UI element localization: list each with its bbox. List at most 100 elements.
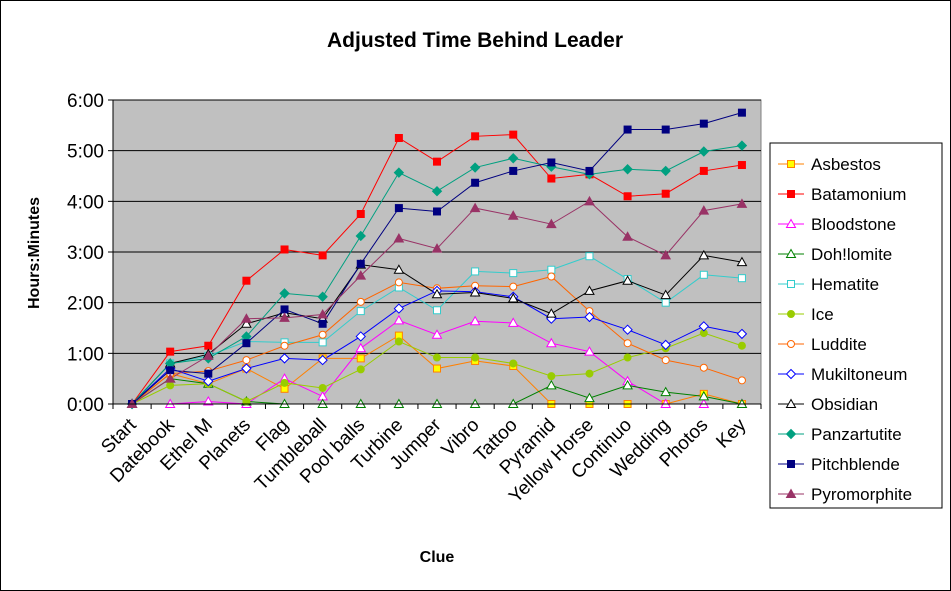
data-point bbox=[394, 337, 403, 346]
data-point bbox=[737, 376, 746, 385]
data-point bbox=[469, 202, 481, 213]
legend-marker bbox=[787, 190, 795, 198]
data-point bbox=[242, 339, 251, 348]
data-point bbox=[584, 346, 595, 356]
data-point bbox=[736, 198, 748, 208]
data-point bbox=[279, 312, 290, 322]
legend-label: Batamonium bbox=[811, 185, 906, 204]
data-point bbox=[469, 287, 481, 297]
data-point bbox=[623, 125, 632, 134]
data-point bbox=[660, 386, 672, 397]
legend-label: Obsidian bbox=[811, 395, 878, 414]
data-point bbox=[318, 251, 327, 260]
legend-marker bbox=[785, 398, 797, 408]
data-point bbox=[545, 308, 557, 318]
data-point bbox=[471, 267, 480, 276]
data-point bbox=[508, 153, 519, 164]
data-point bbox=[509, 359, 518, 368]
data-point bbox=[736, 256, 748, 267]
data-point bbox=[547, 272, 556, 281]
data-point bbox=[584, 392, 595, 403]
data-point bbox=[737, 341, 746, 350]
data-point bbox=[471, 178, 480, 187]
data-point bbox=[545, 218, 557, 229]
legend-marker bbox=[785, 428, 797, 440]
data-point bbox=[393, 303, 405, 314]
legend-marker bbox=[785, 368, 797, 380]
data-point bbox=[166, 366, 175, 375]
data-point bbox=[280, 341, 289, 350]
data-point bbox=[242, 276, 251, 285]
data-point bbox=[280, 305, 289, 314]
data-point bbox=[433, 364, 441, 373]
legend-item: Mukiltoneum bbox=[778, 365, 907, 384]
data-point bbox=[545, 379, 557, 390]
legend-label: Doh!lomite bbox=[811, 245, 892, 264]
data-point bbox=[433, 353, 441, 362]
data-point bbox=[317, 308, 329, 319]
data-point bbox=[507, 210, 519, 220]
data-point bbox=[318, 319, 327, 328]
legend-item: Panzartutite bbox=[778, 425, 902, 444]
data-point bbox=[737, 161, 746, 170]
data-point bbox=[699, 119, 708, 128]
data-point bbox=[547, 265, 556, 274]
data-point bbox=[507, 317, 519, 327]
data-point bbox=[737, 274, 746, 283]
legend-label: Panzartutite bbox=[811, 425, 902, 444]
y-tick-label: 3:00 bbox=[67, 243, 104, 264]
data-point bbox=[394, 278, 403, 287]
data-point bbox=[203, 375, 214, 387]
data-point bbox=[545, 337, 557, 348]
legend-item: Ice bbox=[778, 305, 834, 324]
legend-item: Obsidian bbox=[778, 395, 878, 414]
data-point bbox=[393, 167, 405, 178]
data-point bbox=[507, 292, 519, 303]
data-point bbox=[318, 383, 327, 392]
data-point bbox=[736, 328, 748, 340]
data-point bbox=[356, 210, 365, 218]
data-point bbox=[623, 339, 632, 348]
data-point bbox=[509, 130, 518, 139]
data-point bbox=[584, 285, 595, 295]
data-point bbox=[584, 311, 595, 323]
data-point bbox=[355, 270, 367, 280]
data-point bbox=[317, 291, 328, 302]
legend-item: Pitchblende bbox=[778, 455, 900, 474]
data-point bbox=[661, 189, 670, 198]
data-point bbox=[622, 231, 633, 241]
legend-item: Hematite bbox=[778, 275, 879, 294]
data-point bbox=[660, 289, 672, 300]
data-point bbox=[280, 378, 289, 387]
data-point bbox=[509, 282, 518, 291]
data-point bbox=[204, 369, 213, 378]
data-point bbox=[699, 166, 708, 175]
legend-items: Asbestos Batamonium Bloodstone Doh!lomite He… bbox=[778, 155, 912, 504]
data-point bbox=[584, 195, 595, 206]
data-point bbox=[698, 321, 710, 332]
data-point bbox=[355, 342, 367, 353]
data-point bbox=[433, 157, 441, 166]
y-tick-label: 5:00 bbox=[67, 142, 104, 163]
data-point bbox=[547, 174, 556, 183]
data-point bbox=[355, 331, 366, 342]
data-point bbox=[469, 315, 481, 326]
data-point bbox=[547, 372, 556, 381]
data-point bbox=[202, 350, 214, 360]
data-point bbox=[698, 390, 710, 401]
data-point bbox=[431, 185, 443, 197]
data-point bbox=[698, 205, 710, 215]
data-point bbox=[699, 270, 708, 279]
data-point bbox=[699, 363, 708, 372]
data-point bbox=[623, 192, 632, 201]
legend-marker bbox=[787, 310, 795, 318]
data-point bbox=[433, 207, 441, 216]
legend: Asbestos Batamonium Bloodstone Doh!lomite He… bbox=[769, 142, 943, 509]
markers bbox=[126, 108, 748, 410]
legend-label: Pyromorphite bbox=[811, 485, 912, 504]
legend-item: Doh!lomite bbox=[778, 245, 892, 264]
y-tick-label: 2:00 bbox=[67, 294, 104, 315]
data-point bbox=[318, 330, 327, 339]
data-point bbox=[660, 339, 671, 351]
data-point bbox=[356, 365, 365, 374]
